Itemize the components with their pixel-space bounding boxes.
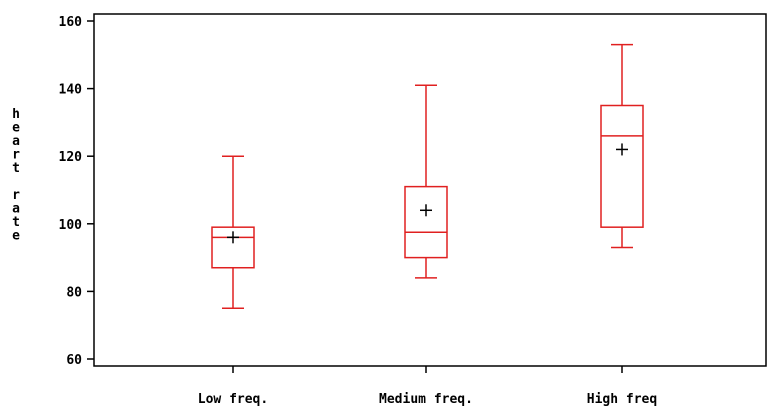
- y-tick-label: 120: [59, 150, 83, 165]
- y-axis-label-char: e: [12, 229, 20, 244]
- y-axis-label-char: e: [12, 121, 20, 136]
- y-axis-label-char: t: [12, 215, 20, 230]
- y-tick-label: 80: [66, 285, 82, 300]
- x-axis: Low freq. Medium freq. High freq: [198, 366, 657, 407]
- box-1: [211, 155, 255, 310]
- x-category-label: Medium freq.: [379, 392, 473, 407]
- y-tick-label: 100: [59, 218, 83, 233]
- x-category-label: High freq: [587, 392, 657, 407]
- y-axis: 60 80 100 120 140 160: [59, 15, 94, 368]
- interquartile-box: [211, 226, 255, 269]
- y-tick-label: 140: [59, 83, 83, 98]
- y-axis-label-char: t: [12, 161, 20, 176]
- y-axis-label-char: a: [12, 134, 20, 149]
- x-category-label: Low freq.: [198, 392, 268, 407]
- box-series: [211, 43, 644, 310]
- y-tick-label: 160: [59, 15, 83, 30]
- mean-marker: [616, 143, 628, 156]
- y-axis-label-char: a: [12, 202, 20, 217]
- y-axis-label-char: r: [12, 188, 20, 203]
- interquartile-box: [404, 185, 448, 259]
- y-axis-label-char: r: [12, 148, 20, 163]
- y-axis-label-char: h: [12, 107, 20, 122]
- y-tick-label: 60: [66, 353, 82, 368]
- mean-marker: [227, 231, 239, 244]
- interquartile-box: [600, 104, 644, 228]
- box-3: [600, 43, 644, 249]
- plot-area-frame: [93, 13, 767, 367]
- box-2: [404, 84, 448, 279]
- mean-marker: [420, 204, 432, 217]
